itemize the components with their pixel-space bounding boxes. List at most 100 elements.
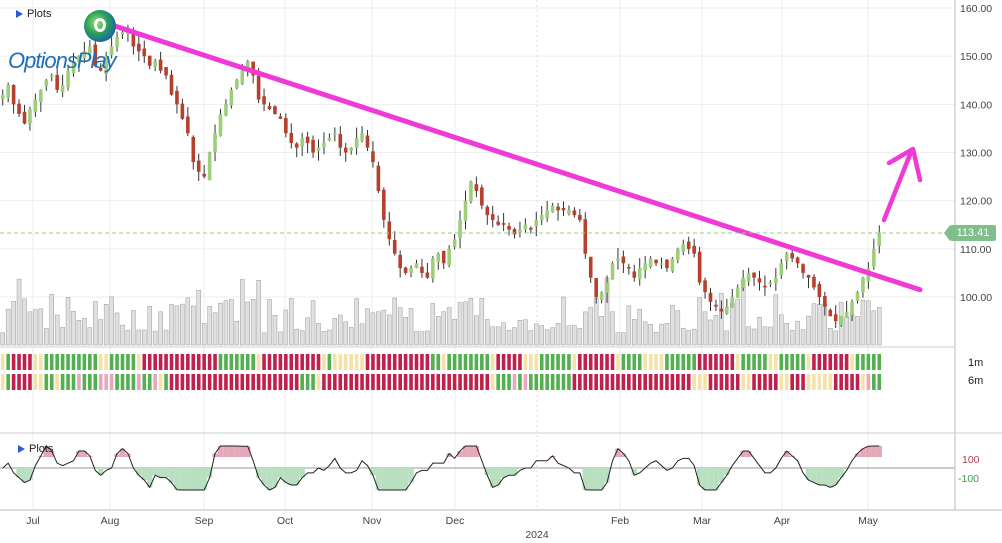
band-cell-1m	[447, 354, 451, 370]
band-cell-6m	[202, 374, 206, 390]
price-tick-label: 150.00	[960, 51, 992, 63]
candle-body	[431, 258, 435, 279]
volume-bar	[817, 303, 822, 346]
candle-body	[578, 214, 582, 220]
volume-bar	[534, 323, 539, 346]
band-cell-6m	[643, 374, 647, 390]
band-label-6m: 6m	[968, 375, 984, 387]
band-cell-1m	[387, 354, 392, 370]
volume-bar	[702, 311, 708, 346]
band-cell-1m	[414, 354, 419, 370]
band-cell-1m	[305, 354, 310, 370]
band-cell-6m	[66, 374, 70, 390]
band-cell-1m	[6, 354, 10, 370]
candle-body	[730, 297, 735, 307]
volume-bar	[240, 279, 245, 346]
volume-bar	[332, 318, 338, 346]
osc-neg-fill	[168, 468, 175, 483]
volume-bar	[397, 307, 403, 346]
price-tick-label: 120.00	[960, 196, 992, 208]
candle-body	[545, 210, 549, 219]
band-cell-1m	[11, 354, 16, 370]
osc-neg-fill	[811, 468, 817, 483]
volume-bar	[60, 327, 65, 346]
band-cell-6m	[632, 374, 637, 390]
band-cell-1m	[752, 354, 756, 370]
osc-line	[2, 445, 880, 491]
band-cell-1m	[866, 354, 871, 370]
candle-body	[289, 132, 294, 143]
main-panel-header[interactable]: Plots	[16, 8, 51, 20]
band-cell-6m	[365, 374, 370, 390]
candle-body	[670, 258, 675, 272]
volume-bar	[506, 329, 512, 346]
band-cell-1m	[371, 354, 375, 370]
candle-body	[316, 147, 321, 151]
band-cell-1m	[224, 354, 228, 370]
volume-bar	[730, 302, 735, 346]
volume-bar	[278, 331, 283, 346]
osc-neg-fill	[604, 468, 610, 483]
time-axis: Jul Aug Sep Oct Nov Dec Feb Mar Apr May 2024	[26, 515, 878, 541]
band-cell-6m	[44, 374, 49, 390]
expand-triangle-icon[interactable]	[16, 10, 23, 18]
candle-body	[872, 248, 876, 267]
band-cell-1m	[779, 354, 784, 370]
candle-body	[588, 256, 593, 278]
osc-neg-fill	[294, 468, 300, 485]
band-cell-1m	[719, 354, 724, 370]
candle-body	[425, 272, 430, 278]
volume-bar	[359, 323, 365, 346]
candle-body	[278, 116, 283, 119]
oscillator-panel-header[interactable]: Plots	[18, 443, 53, 455]
candle-body	[229, 89, 234, 106]
band-cell-1m	[801, 354, 805, 370]
volume-bar	[648, 323, 653, 346]
band-cell-1m	[289, 354, 294, 370]
band-cell-6m	[278, 374, 283, 390]
band-cell-6m	[235, 374, 239, 390]
candle-body	[240, 70, 245, 85]
candle-body	[387, 221, 392, 240]
volume-bar	[485, 319, 490, 346]
band-cell-6m	[284, 374, 288, 390]
volume-bar	[316, 323, 321, 346]
expand-triangle-icon-2[interactable]	[18, 445, 25, 453]
volume-bar	[381, 309, 387, 346]
band-cell-1m	[627, 354, 631, 370]
osc-neg-fill	[593, 468, 599, 490]
candle-body	[681, 244, 686, 252]
candle-body	[137, 43, 141, 52]
price-tick-label: 100.00	[960, 292, 992, 304]
band-cell-6m	[697, 374, 702, 390]
band-cell-6m	[523, 374, 528, 390]
band-cell-6m	[708, 374, 713, 390]
candle-body	[697, 251, 702, 283]
osc-neg-fill	[724, 468, 730, 476]
volume-bar	[746, 326, 751, 346]
candle-body	[774, 277, 778, 284]
band-cell-6m	[746, 374, 751, 390]
band-cell-6m	[817, 374, 822, 390]
volume-bar	[871, 310, 877, 346]
osc-tick-neg100: -100	[958, 473, 979, 485]
volume-bar	[5, 308, 11, 346]
volume-bar	[109, 296, 114, 346]
candle-body	[812, 276, 816, 288]
band-cell-1m	[131, 354, 136, 370]
band-cell-6m	[599, 374, 604, 390]
volume-bar	[719, 293, 724, 346]
candle-body	[855, 292, 860, 301]
band-cell-6m	[806, 374, 811, 390]
band-cell-6m	[256, 374, 261, 390]
osc-pos-fill	[245, 446, 251, 457]
candle-body	[714, 304, 718, 307]
volume-bar	[338, 314, 343, 346]
band-cell-1m	[436, 354, 441, 370]
osc-neg-fill	[833, 468, 839, 485]
month-tick-label: Sep	[195, 515, 214, 527]
volume-bar	[501, 322, 506, 346]
volume-bar	[245, 301, 250, 346]
osc-neg-fill	[484, 468, 490, 476]
